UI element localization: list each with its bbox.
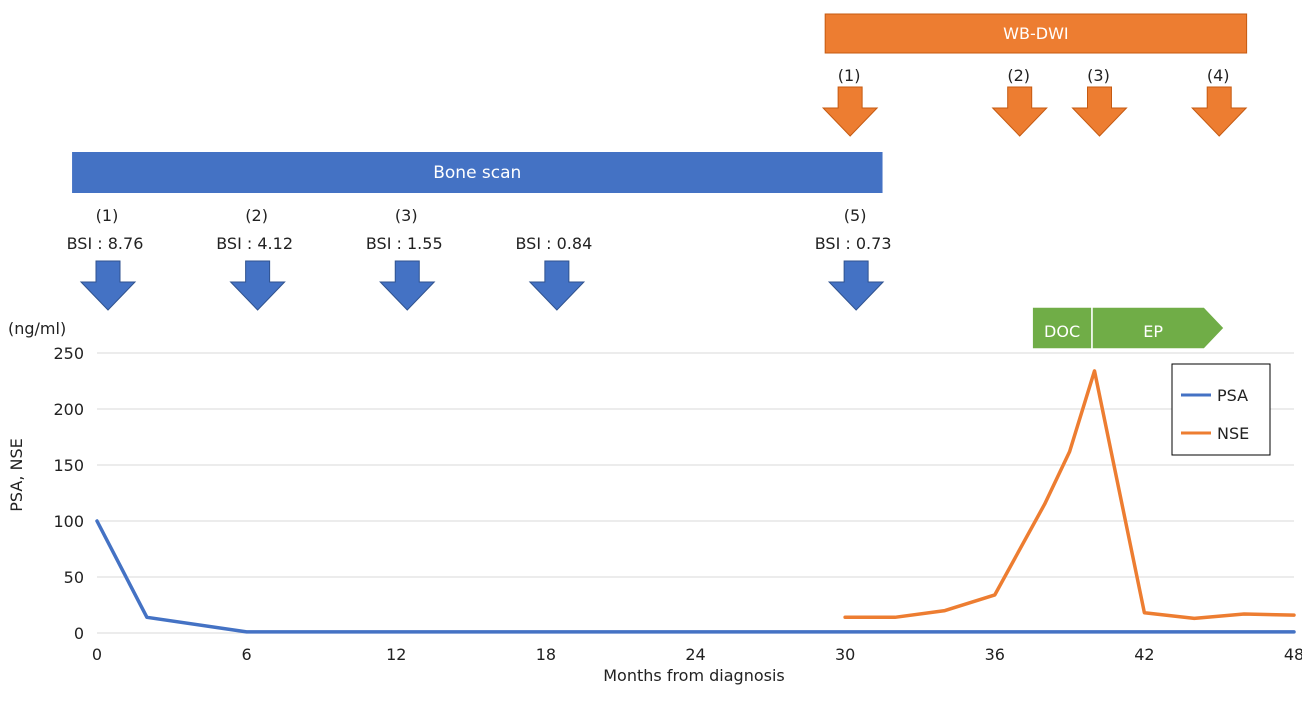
x-tick-label: 6 bbox=[242, 645, 252, 664]
series-line-nse bbox=[843, 369, 1296, 621]
wbdwi-arrow bbox=[821, 86, 879, 137]
x-tick-label: 24 bbox=[685, 645, 705, 664]
bone-scan-bsi: BSI : 0.84 bbox=[515, 234, 592, 253]
wbdwi-arrow bbox=[1191, 86, 1248, 137]
x-tick-label: 48 bbox=[1284, 645, 1302, 664]
y-tick-label: 150 bbox=[53, 456, 84, 475]
bone-scan-arrow bbox=[528, 260, 586, 311]
y-tick-labels: 0 50 100 150 200 250 bbox=[53, 344, 84, 643]
bone-scan-index: (3) bbox=[395, 206, 418, 225]
bone-scan-label: Bone scan bbox=[433, 163, 521, 183]
bone-scan-index: (2) bbox=[245, 206, 268, 225]
wbdwi-group: WB-DWI (1) (2) (3) (4) bbox=[821, 13, 1248, 137]
bone-scan-arrow bbox=[229, 260, 286, 311]
wbdwi-index: (1) bbox=[838, 66, 861, 85]
bone-scan-arrow bbox=[79, 260, 137, 311]
bone-scan-bar bbox=[72, 152, 883, 193]
bone-scan-index: (1) bbox=[96, 206, 119, 225]
x-tick-label: 0 bbox=[92, 645, 102, 664]
wbdwi-index: (4) bbox=[1207, 66, 1230, 85]
y-tick-label: 0 bbox=[74, 624, 84, 643]
y-unit-label: (ng/ml) bbox=[8, 319, 66, 338]
series-line-psa bbox=[95, 519, 1296, 634]
x-axis-label: Months from diagnosis bbox=[603, 666, 785, 685]
y-axis-label: PSA, NSE bbox=[7, 438, 26, 511]
wbdwi-markers: (1) (2) (3) (4) bbox=[821, 66, 1248, 137]
therapy-ep-label: EP bbox=[1143, 322, 1163, 341]
bone-scan-arrow bbox=[379, 260, 436, 311]
wbdwi-arrow bbox=[991, 86, 1048, 137]
legend-label-nse: NSE bbox=[1217, 424, 1249, 443]
wbdwi-index: (3) bbox=[1087, 66, 1110, 85]
bone-scan-arrow bbox=[827, 260, 885, 311]
x-tick-label: 18 bbox=[536, 645, 556, 664]
y-tick-label: 100 bbox=[53, 512, 84, 531]
series-lines bbox=[95, 369, 1296, 634]
bone-scan-index: (5) bbox=[844, 206, 867, 225]
bone-scan-bsi: BSI : 4.12 bbox=[216, 234, 293, 253]
legend-box bbox=[1171, 363, 1271, 456]
x-tick-label: 12 bbox=[386, 645, 406, 664]
bone-scan-bsi: BSI : 0.73 bbox=[815, 234, 892, 253]
wbdwi-arrow bbox=[1071, 86, 1128, 137]
x-tick-labels: 0 6 12 18 24 30 36 42 48 bbox=[92, 645, 1302, 664]
x-tick-label: 42 bbox=[1134, 645, 1154, 664]
bone-scan-bsi: BSI : 8.76 bbox=[67, 234, 144, 253]
gridlines bbox=[97, 352, 1294, 634]
bone-scan-group: Bone scan (1) BSI : 8.76 (2) BSI : 4.12 (3) B… bbox=[67, 152, 892, 311]
wbdwi-index: (2) bbox=[1007, 66, 1030, 85]
therapy-ep-shape bbox=[1091, 306, 1226, 350]
bone-scan-bsi: BSI : 1.55 bbox=[366, 234, 443, 253]
x-tick-label: 30 bbox=[835, 645, 855, 664]
legend-label-psa: PSA bbox=[1217, 386, 1248, 405]
y-tick-label: 250 bbox=[53, 344, 84, 363]
therapy-timeline: DOC EP bbox=[1031, 306, 1226, 350]
wbdwi-bar bbox=[824, 13, 1248, 54]
therapy-doc-label: DOC bbox=[1044, 322, 1080, 341]
y-tick-label: 50 bbox=[64, 568, 84, 587]
legend: PSA NSE bbox=[1171, 363, 1271, 456]
bone-scan-markers: (1) BSI : 8.76 (2) BSI : 4.12 (3) BSI : 1.55 B… bbox=[67, 206, 892, 311]
x-tick-label: 36 bbox=[985, 645, 1005, 664]
wbdwi-label: WB-DWI bbox=[1003, 24, 1068, 43]
y-tick-label: 200 bbox=[53, 400, 84, 419]
